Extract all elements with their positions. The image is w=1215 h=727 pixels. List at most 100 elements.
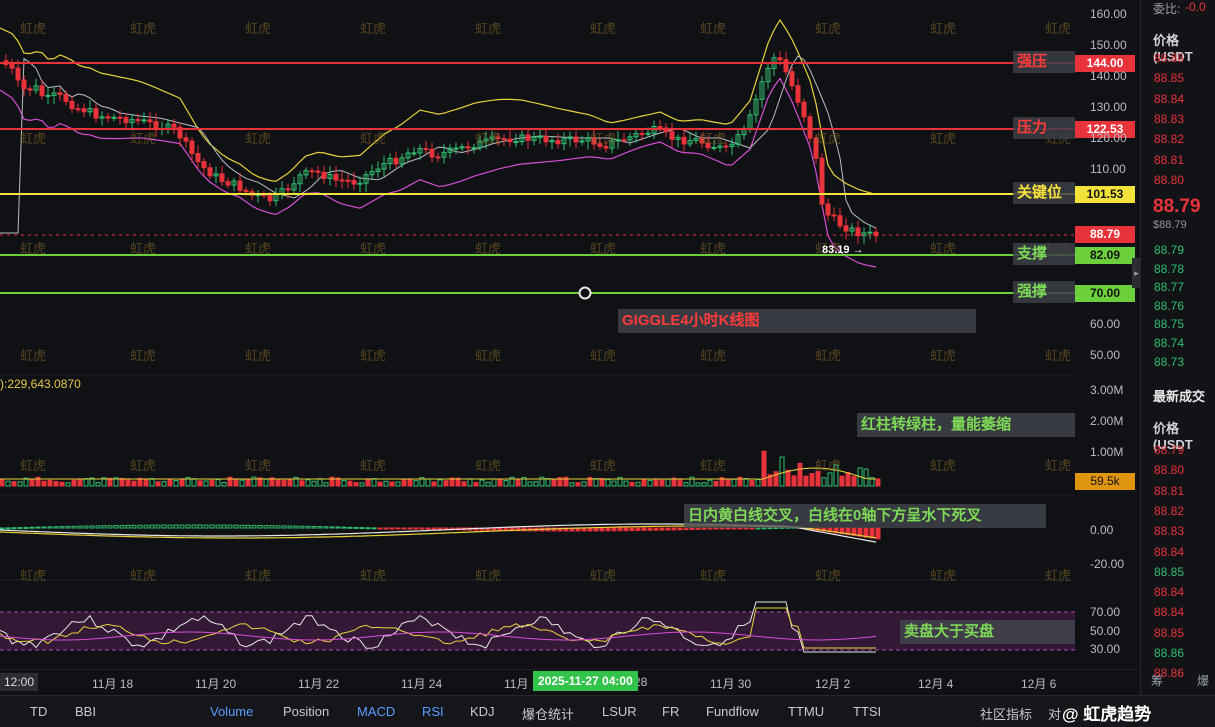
macd-histogram-bar [659, 527, 665, 531]
macd-histogram-bar [107, 525, 113, 529]
volume-bar [407, 478, 413, 487]
order-book-price-header: 价格(USDT [1153, 33, 1193, 64]
candle-body [645, 132, 651, 135]
price-axis-label: 130.00 [1090, 100, 1127, 114]
macd-histogram-bar [311, 525, 317, 529]
indicator-tab-lsur[interactable]: LSUR [602, 704, 637, 719]
indicator-tab-position[interactable]: Position [283, 704, 330, 719]
candle-body [765, 67, 771, 83]
volume-bar [707, 479, 713, 487]
candle-body [669, 131, 675, 140]
macd-histogram-bar [179, 524, 185, 529]
chart-area[interactable]: 虹虎 虹虎 虹虎 虹虎 虹虎 虹虎 虹虎 虹虎 虹虎 虹虎 虹虎 虹虎 虹虎 虹虎 虹虎 虹虎 虹虎 虹虎 虹虎 虹虎… [0, 0, 1140, 694]
date-label: 11月 24 [401, 677, 443, 691]
candle-body [543, 135, 549, 143]
indicator-tab-macd[interactable]: MACD [357, 704, 396, 719]
candle-body [267, 194, 273, 202]
candle-body [243, 189, 249, 193]
macd-histogram-bar [17, 527, 23, 530]
candle-body [297, 174, 303, 185]
macd-histogram-bar [29, 526, 35, 529]
volume-bar [89, 477, 95, 487]
volume-bar [413, 480, 419, 487]
macd-histogram-bar [185, 524, 191, 529]
drawing-handle[interactable] [578, 286, 592, 300]
truncated-tab[interactable]: 对 [1048, 707, 1062, 722]
current-price-tag: 88.79 [1075, 226, 1135, 243]
macd-histogram-bar [707, 527, 713, 530]
indicator-tab-bar: TD BBI Volume Position MACD RSI KDJ 爆仓统计 LSUR FR F… [0, 695, 1215, 727]
bid-price: 88.75 [1154, 317, 1185, 332]
trade-price: 88.85 [1154, 625, 1185, 640]
level-price-tag: 101.53 [1075, 186, 1135, 203]
candle-body [177, 126, 183, 139]
indicator-tab-bbi[interactable]: BBI [75, 704, 96, 719]
volume-bar [149, 478, 155, 487]
macd-histogram-bar [149, 524, 155, 529]
volume-bar [473, 482, 479, 487]
candle-body [705, 142, 711, 149]
rsi-signal-line [0, 631, 877, 641]
community-indicators-button[interactable]: 社区指标 [980, 707, 1033, 722]
recent-trades-label[interactable]: 最新成交 [1153, 389, 1206, 404]
macd-histogram-bar [341, 526, 347, 529]
volume-bar [443, 480, 449, 487]
candle-body [807, 116, 813, 139]
macd-histogram-bar [203, 524, 209, 529]
volume-bar [437, 479, 443, 487]
chip-tab[interactable]: 筹 [1151, 674, 1164, 688]
ask-price: 88.82 [1154, 132, 1185, 147]
indicator-tab-rsi[interactable]: RSI [422, 704, 444, 719]
date-label: 12月 6 [1021, 677, 1057, 691]
volume-bar [329, 476, 335, 487]
indicator-tab-ttmu[interactable]: TTMU [788, 704, 825, 719]
candle-body [135, 119, 141, 122]
candle-body [843, 225, 849, 232]
volume-bar [461, 481, 467, 487]
panel-collapse-handle[interactable]: ▸ [1132, 258, 1140, 288]
volume-bar [485, 481, 491, 487]
volume-bar [839, 475, 845, 487]
indicator-tab-kdj[interactable]: KDJ [470, 704, 495, 719]
indicator-tab--[interactable]: 爆仓统计 [522, 707, 575, 722]
candle-body [21, 79, 27, 90]
last-price-usd: $88.79 [1153, 219, 1187, 231]
candle-body [339, 179, 345, 182]
macd-histogram-bar [0, 527, 5, 530]
indicator-tab-ttsi[interactable]: TTSI [853, 704, 882, 719]
macd-histogram-bar [239, 524, 245, 529]
volume-bar [599, 478, 605, 487]
volume-bar [431, 481, 437, 487]
candlestick-chart[interactable] [0, 0, 1140, 669]
volume-bar [359, 482, 365, 487]
bid-price: 88.77 [1154, 280, 1185, 295]
liquidation-tab[interactable]: 爆 [1197, 674, 1210, 688]
volume-bar [335, 477, 341, 487]
volume-bar [503, 480, 509, 487]
candle-body [849, 227, 855, 232]
volume-axis-label: 2.00M [1090, 414, 1124, 428]
volume-bar [209, 479, 215, 487]
volume-bar [755, 479, 761, 487]
macd-histogram-bar [419, 527, 425, 530]
indicator-tab-fundflow[interactable]: Fundflow [706, 704, 759, 719]
volume-bar [65, 482, 71, 487]
price-axis-label: 150.00 [1090, 38, 1127, 52]
trade-price: 88.83 [1154, 524, 1185, 539]
volume-bar [179, 478, 185, 487]
indicator-tab-td[interactable]: TD [30, 704, 48, 719]
ask-price: 88.80 [1154, 172, 1185, 187]
macd-histogram-bar [347, 526, 353, 529]
rsi-line [0, 601, 876, 653]
volume-bar [719, 477, 725, 487]
upper-band [0, 18, 877, 195]
candle-body [63, 94, 69, 102]
volume-bar [395, 481, 401, 487]
volume-bar [119, 477, 125, 487]
volume-bar [641, 479, 647, 487]
indicator-tab-volume[interactable]: Volume [210, 704, 254, 719]
indicator-tab-fr[interactable]: FR [662, 704, 680, 719]
candle-body [99, 116, 105, 119]
candle-body [795, 85, 801, 103]
volume-bar [515, 478, 521, 487]
